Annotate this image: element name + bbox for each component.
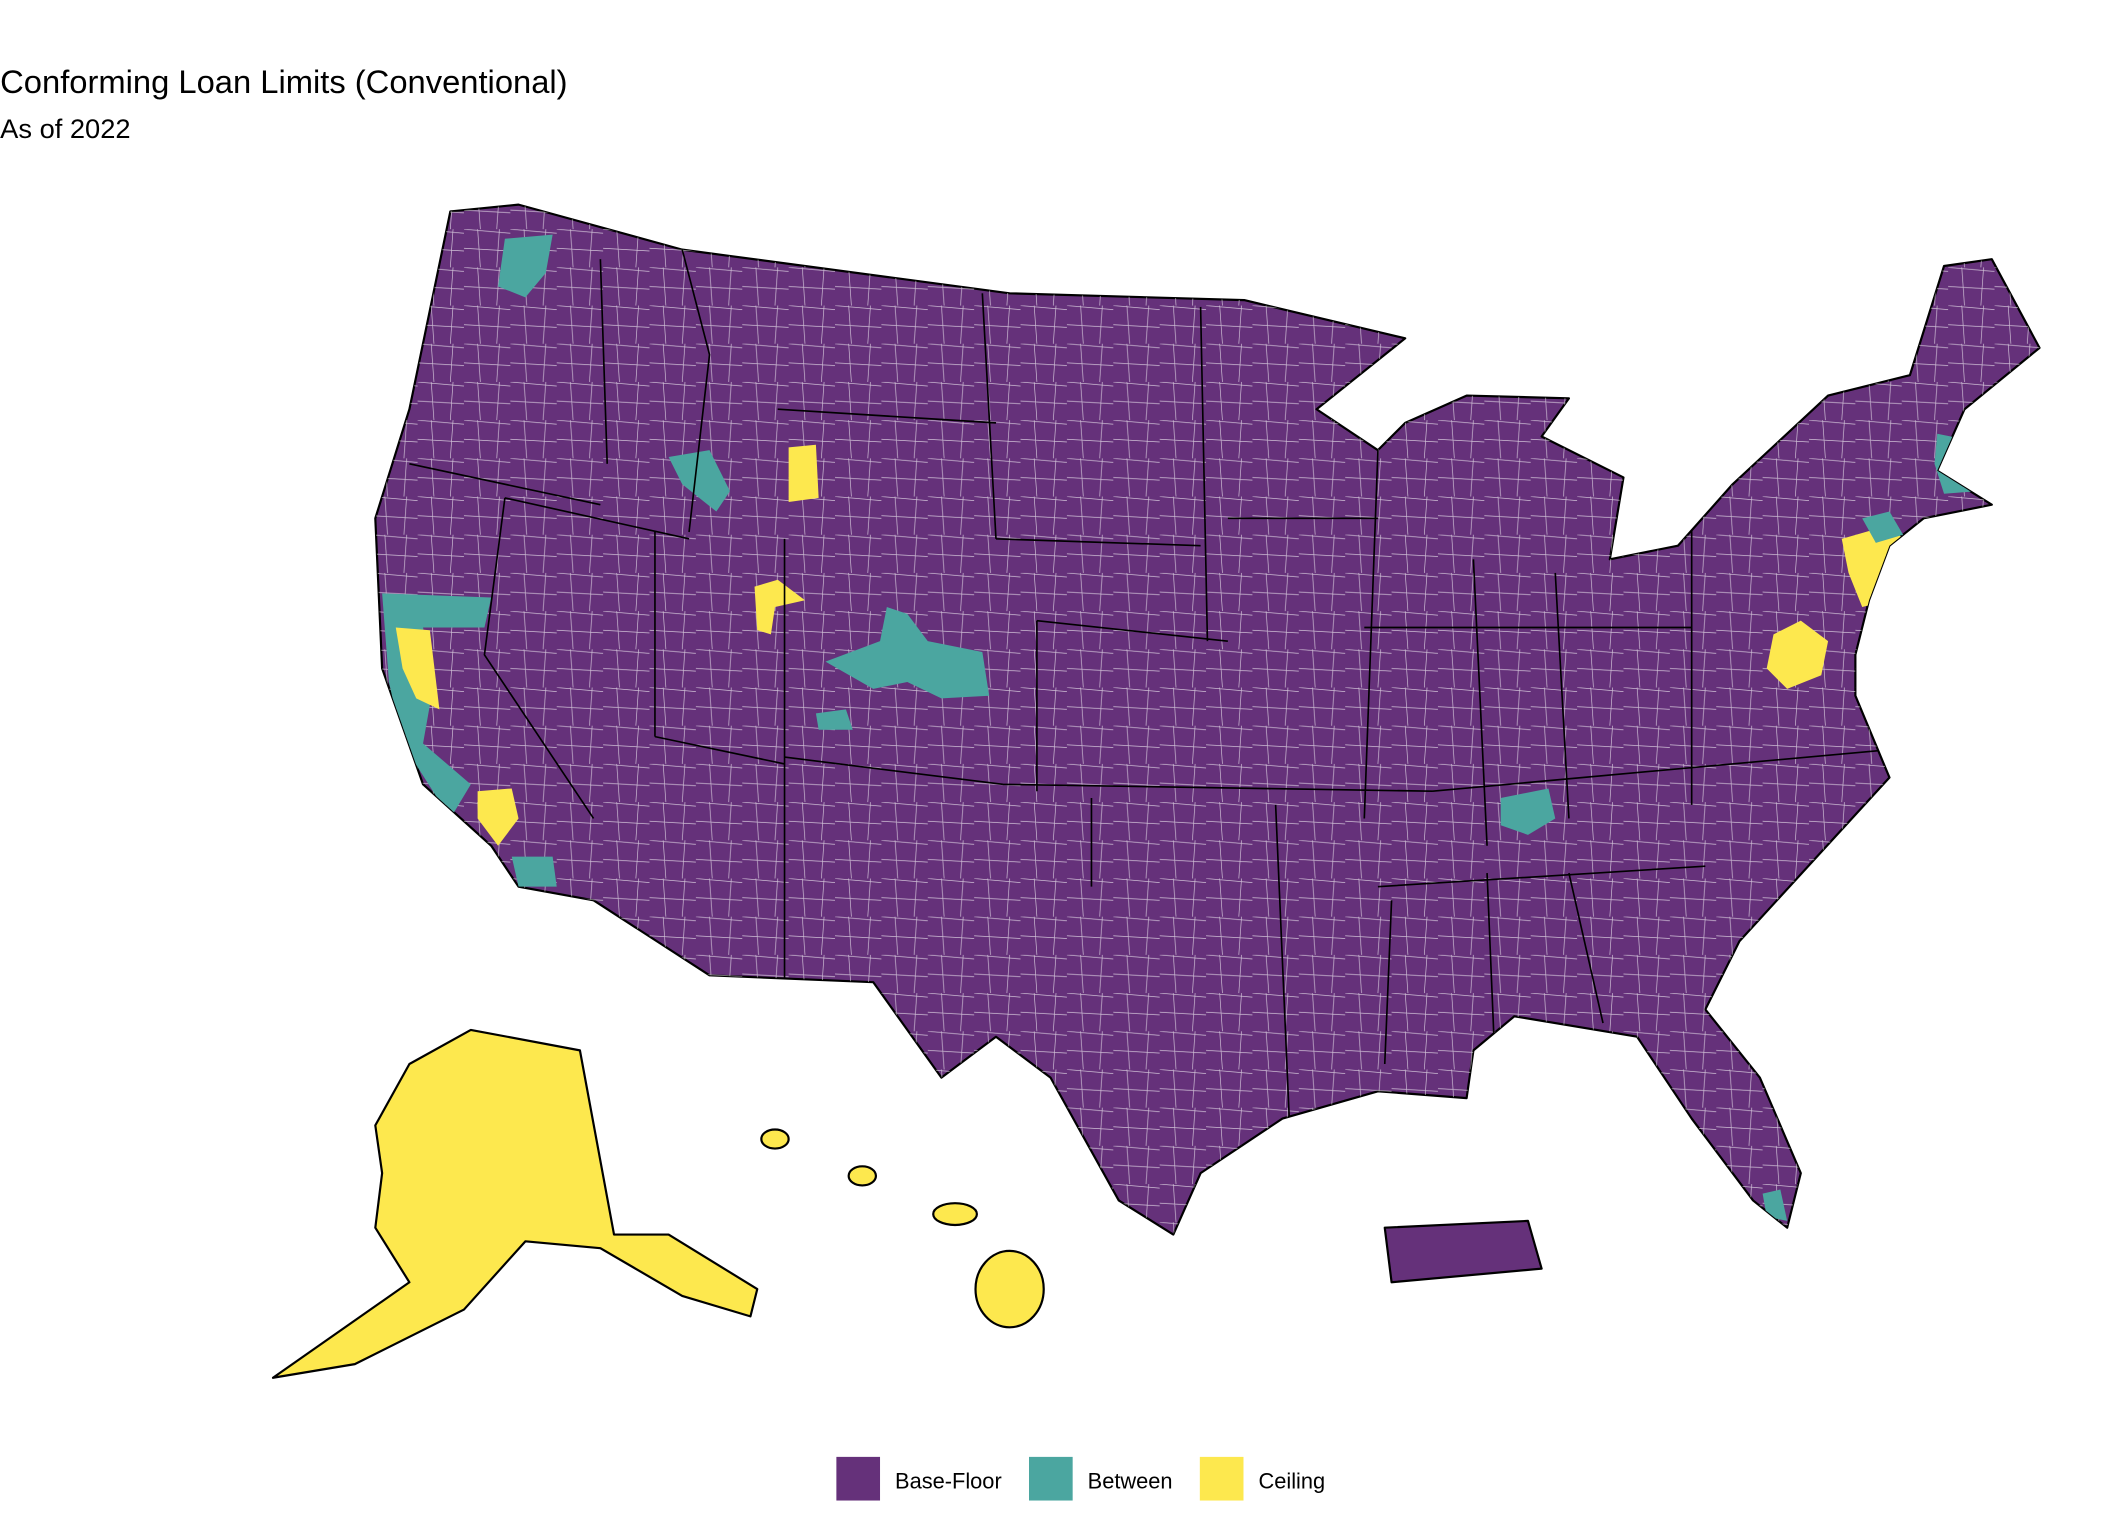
legend-label: Ceiling: [1258, 1468, 1325, 1493]
legend-label: Between: [1088, 1468, 1173, 1493]
hawaii-big-island: [974, 1249, 1045, 1329]
region-park-city: [754, 579, 806, 635]
region-dc: [1766, 620, 1829, 689]
legend-swatch: [1199, 1456, 1244, 1501]
alaska-hawaii: [271, 1028, 1045, 1379]
puerto-rico: [1383, 1219, 1543, 1284]
region-boise: [668, 450, 730, 512]
region-jackson: [788, 444, 819, 502]
regions: [375, 204, 2040, 1235]
hawaii-oahu: [847, 1165, 878, 1187]
state-borders: [409, 249, 1883, 1119]
legend: Base-Floor Between Ceiling: [836, 1456, 1325, 1501]
county-lines: [375, 204, 2040, 1235]
region-seattle: [498, 234, 553, 298]
region-nashville: [1500, 788, 1556, 835]
alaska: [271, 1028, 759, 1379]
region-colorado: [825, 607, 990, 699]
chart-subtitle: As of 2022: [0, 113, 130, 144]
region-san-diego: [511, 856, 557, 887]
contiguous-us: [374, 203, 2041, 1284]
legend-swatch: [1029, 1456, 1073, 1501]
region-los-angeles: [477, 788, 519, 846]
legend-label: Base-Floor: [895, 1468, 1002, 1493]
hawaii-maui: [932, 1202, 978, 1227]
chart-title: Conforming Loan Limits (Conventional): [0, 63, 567, 100]
region-ny-north: [1862, 511, 1904, 543]
legend-swatch: [836, 1456, 881, 1501]
region-bay-area: [395, 627, 440, 710]
hawaii-kauai: [760, 1128, 790, 1150]
region-telluride: [815, 709, 853, 730]
